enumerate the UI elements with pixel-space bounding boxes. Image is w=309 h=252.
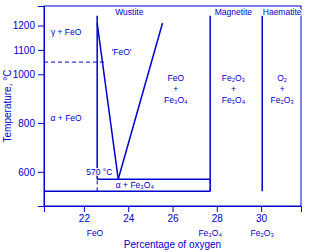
y-axis: 600 800 1000 1100 1200 (13, 7, 45, 207)
annotation: γ + FeO (51, 27, 82, 37)
annotation: O₂+Fe₂O₃ (271, 73, 294, 105)
tick-label: 600 (18, 167, 35, 178)
tick-mark (38, 123, 44, 124)
phase-boundary (97, 179, 98, 191)
tick: 24 (123, 206, 135, 224)
annotation: FeO (87, 228, 104, 238)
phase-boundary (210, 179, 211, 191)
annotation: Fe₂O₃ (251, 228, 274, 238)
annotation: α + FeO (51, 113, 83, 123)
annotation: Fe₂O₃+Fe₃O₄ (222, 73, 246, 105)
x-axis: 22 24 26 28 30 (45, 206, 302, 224)
chart-container: 22 24 26 28 30 600 800 1000 1100 1200 Percentage o… (0, 0, 309, 252)
tick: 26 (167, 206, 179, 224)
plot-frame (44, 6, 301, 206)
tick-label: 30 (256, 213, 268, 224)
tick: 1000 (13, 69, 44, 80)
tick: 600 (18, 167, 44, 178)
annotation: 'FeO' (112, 47, 132, 57)
axis-line (38, 7, 45, 207)
tick-mark (217, 206, 218, 212)
tick: 1100 (13, 45, 44, 56)
x-axis-title: Percentage of oxygen (124, 239, 221, 250)
tick-mark (173, 206, 174, 212)
phase-boundary (261, 16, 263, 192)
tick-mark (84, 206, 85, 212)
tick-label: 1000 (13, 69, 36, 80)
phase-boundary (44, 62, 107, 63)
tick-label: 24 (123, 213, 135, 224)
tick: 800 (18, 118, 44, 129)
tick-mark (38, 172, 44, 173)
annotation: FeO+Fe₃O₄ (164, 73, 188, 105)
tick-label: 28 (212, 213, 224, 224)
tick-label: 1200 (13, 20, 36, 31)
tick-mark (128, 206, 129, 212)
annotations: γ + FeO α + FeO 'FeO' FeO+Fe₃O₄ Fe₂O₃+Fe₃O₄ O… (51, 7, 302, 238)
tick-mark (38, 26, 44, 27)
annotation: Wustite (115, 7, 143, 17)
tick: 30 (256, 206, 268, 224)
phase-boundary (209, 16, 211, 192)
annotation: Fe₃O₄ (198, 228, 222, 238)
tick-label: 26 (167, 213, 179, 224)
tick: 28 (212, 206, 224, 224)
phase-boundary (44, 191, 210, 193)
annotation: Haematite (263, 7, 302, 17)
tick-mark (261, 206, 262, 212)
tick-mark (38, 74, 44, 75)
annotation: 570 °C (86, 167, 112, 177)
tick-mark (38, 50, 44, 51)
phase-boundary (96, 16, 98, 179)
tick: 22 (79, 206, 91, 224)
tick: 1200 (13, 20, 44, 31)
tick-label: 22 (79, 213, 91, 224)
y-axis-title: Temperature, °C (2, 70, 13, 143)
annotation: Magnetite (215, 7, 253, 17)
annotation: α + Fe₃O₄ (116, 180, 155, 190)
axis-line (45, 207, 302, 213)
chart: 22 24 26 28 30 600 800 1000 1100 1200 Percentage o… (0, 0, 309, 252)
tick-label: 800 (18, 118, 35, 129)
lines (44, 16, 262, 192)
tick-label: 1100 (13, 45, 35, 56)
